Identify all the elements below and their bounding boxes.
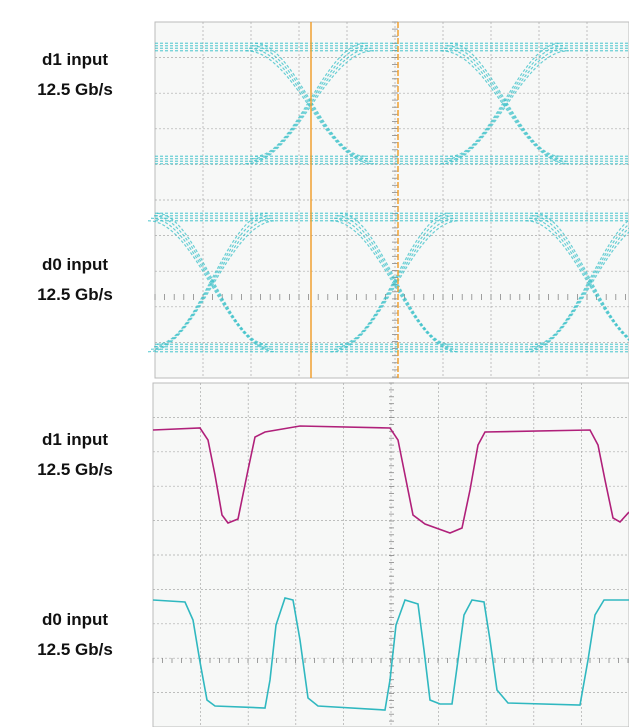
page: {"labels": [ {"name": "d1 input", "rate"…	[0, 0, 629, 727]
signal-name: d0 input	[0, 250, 150, 280]
data-rate: 12.5 Gb/s	[0, 280, 150, 310]
signal-name: d1 input	[0, 425, 150, 455]
data-rate: 12.5 Gb/s	[0, 455, 150, 485]
signal-name: d0 input	[0, 605, 150, 635]
signal-name: d1 input	[0, 45, 150, 75]
data-rate: 12.5 Gb/s	[0, 635, 150, 665]
data-rate: 12.5 Gb/s	[0, 75, 150, 105]
